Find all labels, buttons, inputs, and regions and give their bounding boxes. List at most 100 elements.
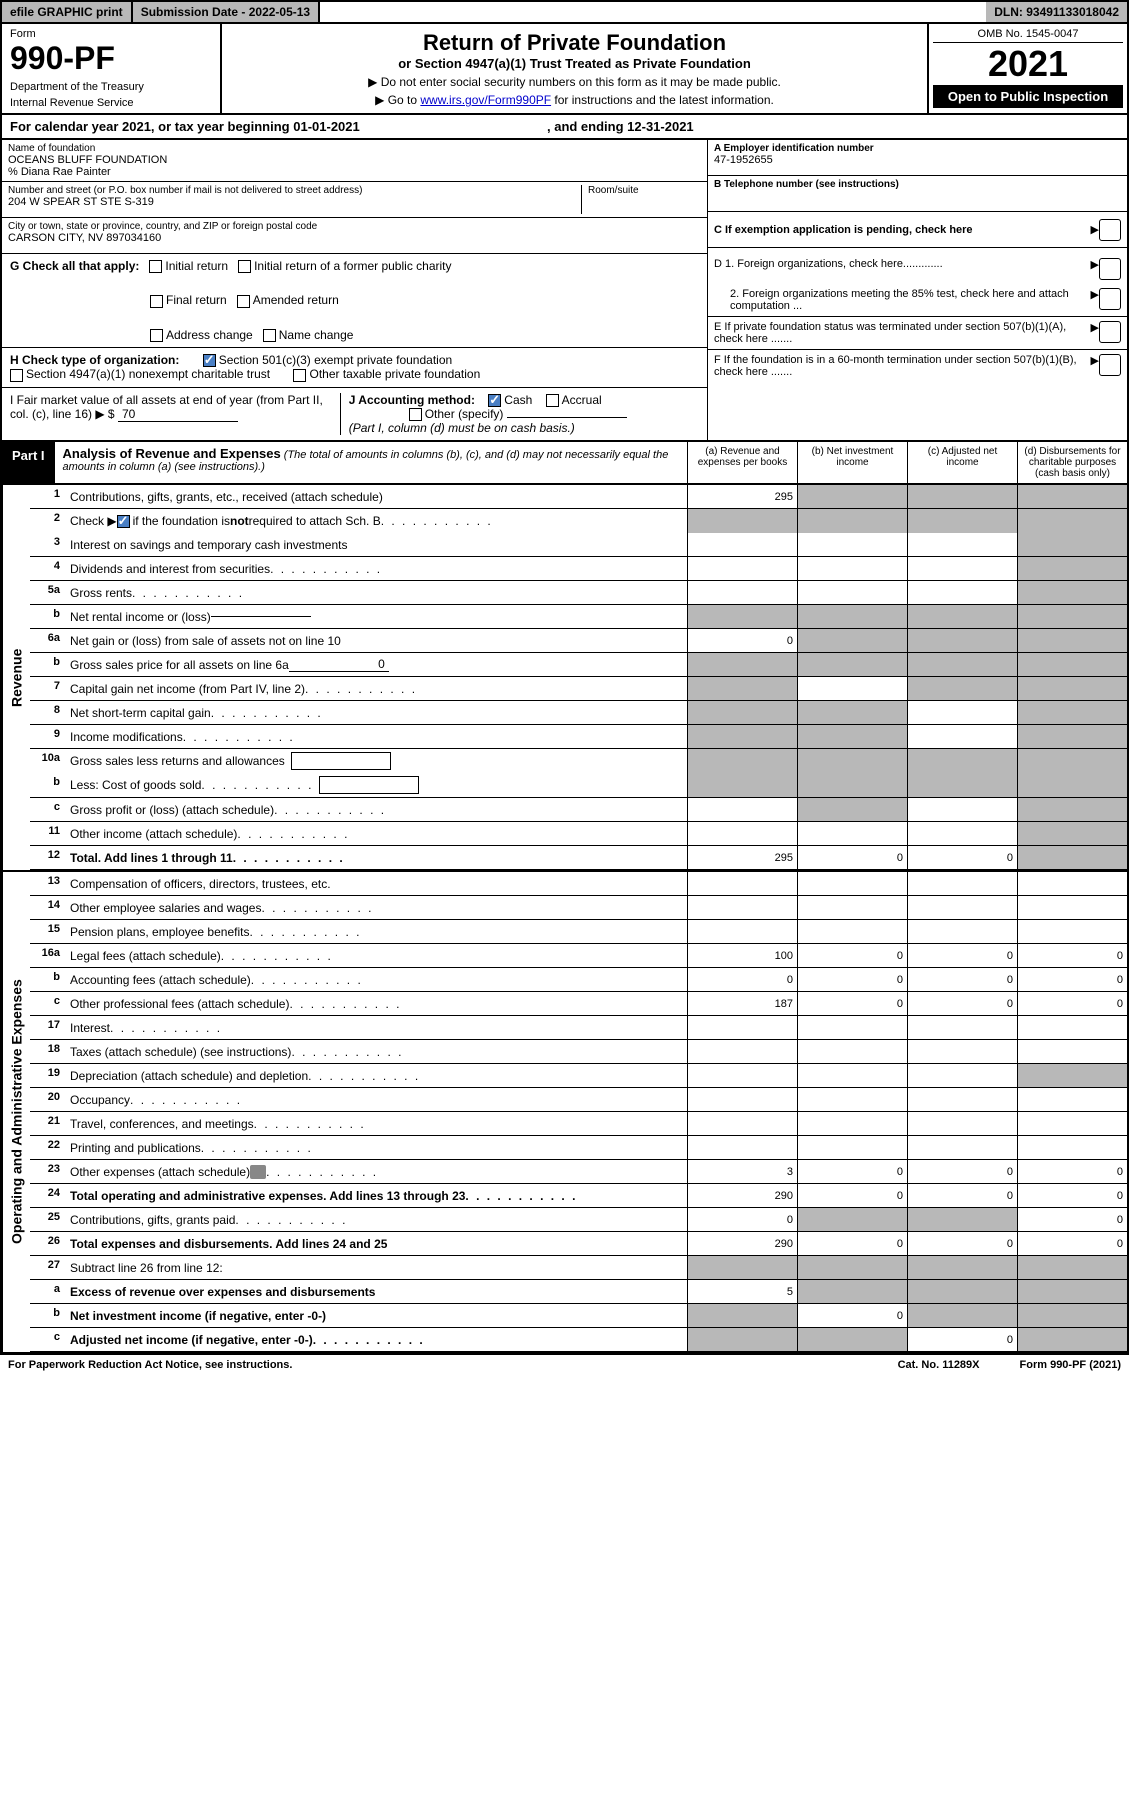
cb-initial-return[interactable]: [149, 260, 162, 273]
table-row: bLess: Cost of goods sold: [30, 773, 1127, 798]
cell-col-c: [907, 653, 1017, 676]
row-number: b: [30, 605, 66, 628]
cell-col-b: [797, 1016, 907, 1039]
cb-501c3[interactable]: [203, 354, 216, 367]
table-row: 24Total operating and administrative exp…: [30, 1184, 1127, 1208]
row-number: 16a: [30, 944, 66, 967]
col-b-header: (b) Net investment income: [797, 442, 907, 483]
row-desc: Printing and publications: [66, 1136, 687, 1159]
f-row: F If the foundation is in a 60-month ter…: [708, 350, 1127, 382]
cb-foreign-org[interactable]: [1099, 258, 1121, 280]
row-number: 26: [30, 1232, 66, 1255]
cell-col-a: [687, 920, 797, 943]
cell-col-c: 0: [907, 1160, 1017, 1183]
cell-col-c: [907, 701, 1017, 724]
d1-row: D 1. Foreign organizations, check here..…: [708, 254, 1127, 284]
cb-address-change[interactable]: [150, 329, 163, 342]
irs-link[interactable]: www.irs.gov/Form990PF: [420, 93, 551, 107]
cb-60month[interactable]: [1099, 354, 1121, 376]
row-number: 22: [30, 1136, 66, 1159]
row-desc: Other employee salaries and wages: [66, 896, 687, 919]
table-row: 5aGross rents: [30, 581, 1127, 605]
cb-other-method[interactable]: [409, 408, 422, 421]
cell-col-c: [907, 896, 1017, 919]
exemption-checkbox[interactable]: [1099, 219, 1121, 241]
cell-col-b: [797, 581, 907, 604]
cell-col-c: [907, 749, 1017, 773]
cell-col-d: 0: [1017, 968, 1127, 991]
cell-col-d: [1017, 701, 1127, 724]
cell-col-c: [907, 872, 1017, 895]
cell-col-d: 0: [1017, 992, 1127, 1015]
cell-col-b: [797, 605, 907, 628]
cb-terminated[interactable]: [1099, 321, 1121, 343]
table-row: cGross profit or (loss) (attach schedule…: [30, 798, 1127, 822]
care-of: % Diana Rae Painter: [8, 166, 701, 178]
cb-accrual[interactable]: [546, 394, 559, 407]
cb-other-taxable[interactable]: [293, 369, 306, 382]
cell-col-a: [687, 581, 797, 604]
submission-date: Submission Date - 2022-05-13: [133, 2, 320, 22]
cell-col-c: [907, 533, 1017, 556]
dept-treasury: Department of the Treasury: [10, 81, 212, 93]
cell-col-c: [907, 822, 1017, 845]
row-desc: Less: Cost of goods sold: [66, 773, 687, 797]
cb-initial-former[interactable]: [238, 260, 251, 273]
table-row: 1Contributions, gifts, grants, etc., rec…: [30, 485, 1127, 509]
cell-col-a: [687, 1328, 797, 1351]
cell-col-a: [687, 1256, 797, 1279]
cell-col-a: [687, 1136, 797, 1159]
cb-cash[interactable]: [488, 394, 501, 407]
section-g-through-j: G Check all that apply: Initial return I…: [0, 254, 1129, 442]
table-row: bNet rental income or (loss): [30, 605, 1127, 629]
row-desc: Gross sales price for all assets on line…: [66, 653, 687, 676]
row-desc: Contributions, gifts, grants, etc., rece…: [66, 485, 687, 508]
cell-col-d: [1017, 629, 1127, 652]
column-headers: (a) Revenue and expenses per books (b) N…: [687, 442, 1127, 483]
row-number: 19: [30, 1064, 66, 1087]
row-desc: Net gain or (loss) from sale of assets n…: [66, 629, 687, 652]
cb-amended-return[interactable]: [237, 295, 250, 308]
attachment-icon[interactable]: [250, 1165, 266, 1179]
cell-col-a: 0: [687, 968, 797, 991]
cell-col-c: 0: [907, 1328, 1017, 1351]
table-row: 27Subtract line 26 from line 12:: [30, 1256, 1127, 1280]
dept-irs: Internal Revenue Service: [10, 97, 212, 109]
cb-4947a1[interactable]: [10, 369, 23, 382]
cell-col-c: [907, 1304, 1017, 1327]
cell-col-b: [797, 1280, 907, 1303]
cb-name-change[interactable]: [263, 329, 276, 342]
cell-col-d: [1017, 1304, 1127, 1327]
fmv-value: 70: [118, 407, 238, 422]
cell-col-a: [687, 1064, 797, 1087]
cell-col-a: [687, 701, 797, 724]
cb-final-return[interactable]: [150, 295, 163, 308]
cb-sch-b[interactable]: [117, 515, 130, 528]
cell-col-d: [1017, 872, 1127, 895]
row-number: b: [30, 773, 66, 797]
cell-col-c: [907, 581, 1017, 604]
revenue-side-label: Revenue: [2, 485, 30, 870]
table-row: 25Contributions, gifts, grants paid00: [30, 1208, 1127, 1232]
table-row: 14Other employee salaries and wages: [30, 896, 1127, 920]
cell-col-b: [797, 773, 907, 797]
row-number: 23: [30, 1160, 66, 1183]
row-number: 12: [30, 846, 66, 869]
row-desc: Gross sales less returns and allowances: [66, 749, 687, 773]
part1-desc: Analysis of Revenue and Expenses (The to…: [55, 442, 687, 483]
cell-col-c: [907, 1088, 1017, 1111]
cb-85pct[interactable]: [1099, 288, 1121, 310]
cell-col-c: [907, 725, 1017, 748]
cell-col-b: 0: [797, 846, 907, 869]
cell-col-b: [797, 701, 907, 724]
row-desc: Other professional fees (attach schedule…: [66, 992, 687, 1015]
row-number: 14: [30, 896, 66, 919]
row-desc: Gross profit or (loss) (attach schedule): [66, 798, 687, 821]
footer-paperwork: For Paperwork Reduction Act Notice, see …: [8, 1359, 292, 1371]
row-number: 13: [30, 872, 66, 895]
cell-col-d: 0: [1017, 1184, 1127, 1207]
cell-col-b: [797, 725, 907, 748]
cell-col-b: 0: [797, 1304, 907, 1327]
table-row: aExcess of revenue over expenses and dis…: [30, 1280, 1127, 1304]
cell-col-a: [687, 896, 797, 919]
